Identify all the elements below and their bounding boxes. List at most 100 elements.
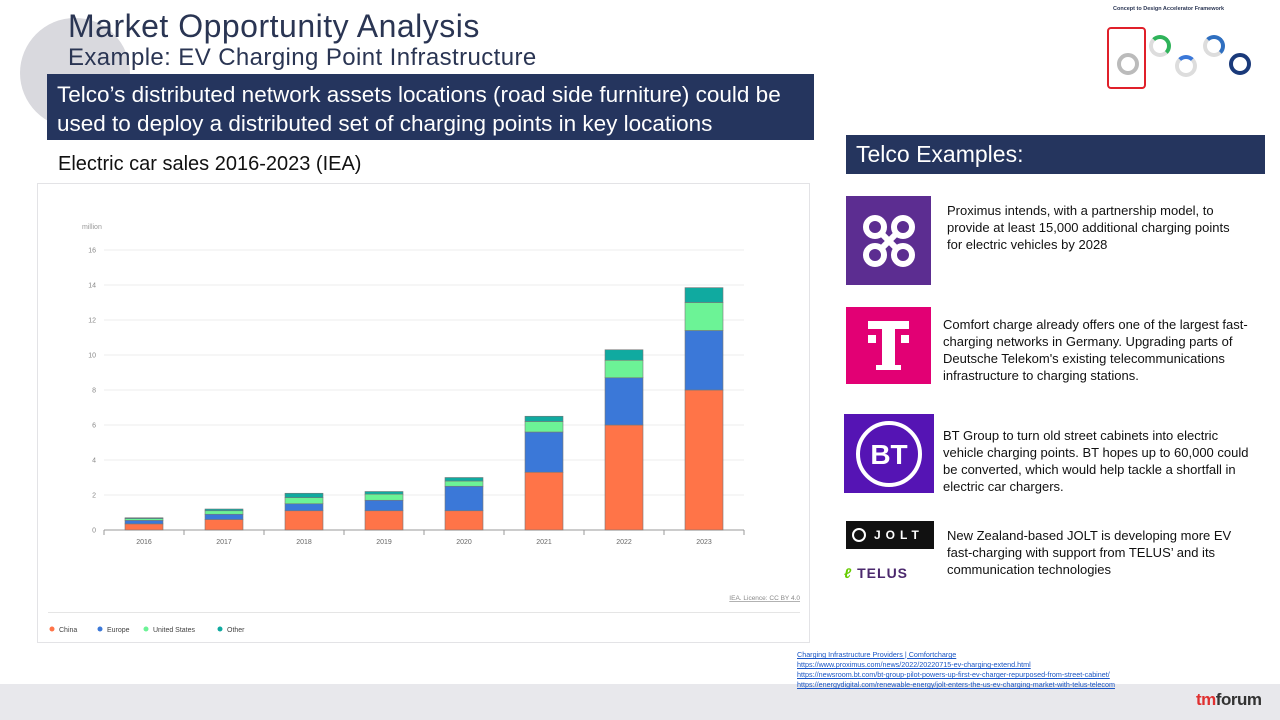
bar-segment [364, 493, 404, 501]
y-tick-label: 14 [88, 283, 96, 290]
bar-segment [124, 517, 164, 519]
x-tick-label: 2021 [536, 539, 552, 546]
y-tick-label: 6 [92, 423, 96, 430]
bar-segment [684, 287, 724, 303]
bar-segment [124, 523, 164, 531]
x-tick-label: 2020 [456, 539, 472, 546]
ev-sales-chart: million 0 2 4 6 8 10 12 14 16 2016 2017 2018 2019 2020… [37, 183, 810, 643]
chart-source: IEA. Licence: CC BY 4.0 [729, 595, 800, 602]
bt-circle-icon: BT [856, 420, 922, 487]
chart-heading: Electric car sales 2016-2023 (IEA) [58, 153, 362, 175]
bt-logo-text: BT [870, 439, 907, 470]
proximus-knot-icon [862, 214, 915, 267]
telus-swoosh-icon: ℓ [844, 565, 853, 581]
jolt-example-text: New Zealand-based JOLT is developing mor… [947, 528, 1232, 577]
proximus-example-text: Proximus intends, with a partnership mod… [947, 203, 1230, 252]
reference-links: Charging Infrastructure Providers | Comf… [797, 650, 1115, 690]
framework-ring-icon [1175, 55, 1197, 77]
y-tick-label: 12 [88, 318, 96, 325]
legend-label: Other [227, 627, 245, 634]
framework-ring-icon [1117, 53, 1139, 75]
bar-segment [364, 499, 404, 512]
bar-segment [284, 503, 324, 512]
legend-divider [48, 612, 800, 613]
jolt-ring-icon [852, 528, 866, 542]
y-tick-label: 4 [92, 458, 96, 465]
legend-marker [49, 626, 55, 632]
t-mobile-logo [846, 307, 931, 384]
bar-segment [524, 415, 564, 422]
bar-segment [684, 389, 724, 531]
bar-segment [604, 424, 644, 531]
reference-link[interactable]: https://newsroom.bt.com/bt-group-pilot-p… [797, 670, 1110, 679]
y-tick-label: 16 [88, 248, 96, 255]
telekom-example-text: Comfort charge already offers one of the… [943, 317, 1248, 383]
page-title: Market Opportunity Analysis [68, 8, 480, 44]
jolt-logo-text: JOLT [874, 528, 924, 542]
legend-label: United States [153, 627, 196, 634]
legend-label: Europe [107, 627, 130, 634]
x-tick-label: 2018 [296, 539, 312, 546]
bar-segment [444, 510, 484, 531]
y-tick-label: 2 [92, 493, 96, 500]
bar-segment [364, 510, 404, 531]
framework-thumbnail[interactable]: Concept to Design Accelerator Framework [1105, 3, 1265, 93]
x-tick-label: 2022 [616, 539, 632, 546]
y-tick-label: 8 [92, 388, 96, 395]
framework-ring-icon [1229, 53, 1251, 75]
y-axis-unit-label: million [82, 224, 102, 231]
x-tick-label: 2017 [216, 539, 232, 546]
bar-segment [444, 477, 484, 482]
bt-example-text: BT Group to turn old street cabinets int… [943, 428, 1249, 494]
bar-segment [524, 421, 564, 433]
legend-marker [143, 626, 149, 632]
bar-segment [204, 519, 244, 531]
bar-segment [524, 431, 564, 473]
tmforum-logo-forum: forum [1215, 690, 1262, 709]
bar-segment [524, 471, 564, 531]
bar-segment [684, 330, 724, 391]
x-tick-label: 2019 [376, 539, 392, 546]
bar-segment [604, 359, 644, 379]
tmforum-logo-tm: tm [1196, 690, 1216, 709]
telco-examples-header: Telco Examples: [846, 135, 1265, 174]
reference-link[interactable]: https://www.proximus.com/news/2022/20220… [797, 660, 1031, 669]
bar-segment [684, 302, 724, 331]
telekom-t-icon [868, 321, 909, 370]
bar-segment [284, 492, 324, 498]
telus-logo-text: TELUS [857, 565, 909, 581]
framework-highlight [1107, 27, 1146, 89]
framework-ring-icon [1203, 35, 1225, 57]
framework-ring-icon [1149, 35, 1171, 57]
x-tick-label: 2016 [136, 539, 152, 546]
reference-link[interactable]: Charging Infrastructure Providers | Comf… [797, 650, 957, 659]
y-tick-label: 0 [92, 528, 96, 535]
bar-segment [444, 480, 484, 487]
bar-segment [604, 349, 644, 361]
bar-segment [204, 510, 244, 515]
bar-segment [204, 508, 244, 512]
bt-logo: BT [844, 414, 934, 493]
bar-segment [604, 377, 644, 426]
key-message-banner: Telco’s distributed network assets locat… [47, 74, 814, 140]
tmforum-logo: tmforum [1196, 690, 1262, 710]
telus-logo: ℓ TELUS [844, 565, 934, 585]
chart-svg: million 0 2 4 6 8 10 12 14 16 2016 2017 2018 2019 2020… [49, 224, 800, 634]
y-tick-label: 10 [88, 353, 96, 360]
bar-segment [124, 520, 164, 525]
legend-marker [217, 626, 223, 632]
bar-segment [204, 513, 244, 520]
page-subtitle: Example: EV Charging Point Infrastructur… [68, 44, 537, 71]
proximus-logo [846, 196, 931, 285]
framework-title: Concept to Design Accelerator Framework [1113, 6, 1225, 12]
x-tick-label: 2023 [696, 539, 712, 546]
jolt-logo: JOLT [846, 521, 934, 549]
bar-segment [444, 485, 484, 512]
bar-segment [284, 510, 324, 531]
bar-segment [284, 497, 324, 505]
footer-band [0, 684, 1280, 720]
legend-label: China [59, 627, 77, 634]
bar-segment [364, 491, 404, 495]
legend-marker [97, 626, 103, 632]
reference-link[interactable]: https://energydigital.com/renewable-ener… [797, 680, 1115, 689]
